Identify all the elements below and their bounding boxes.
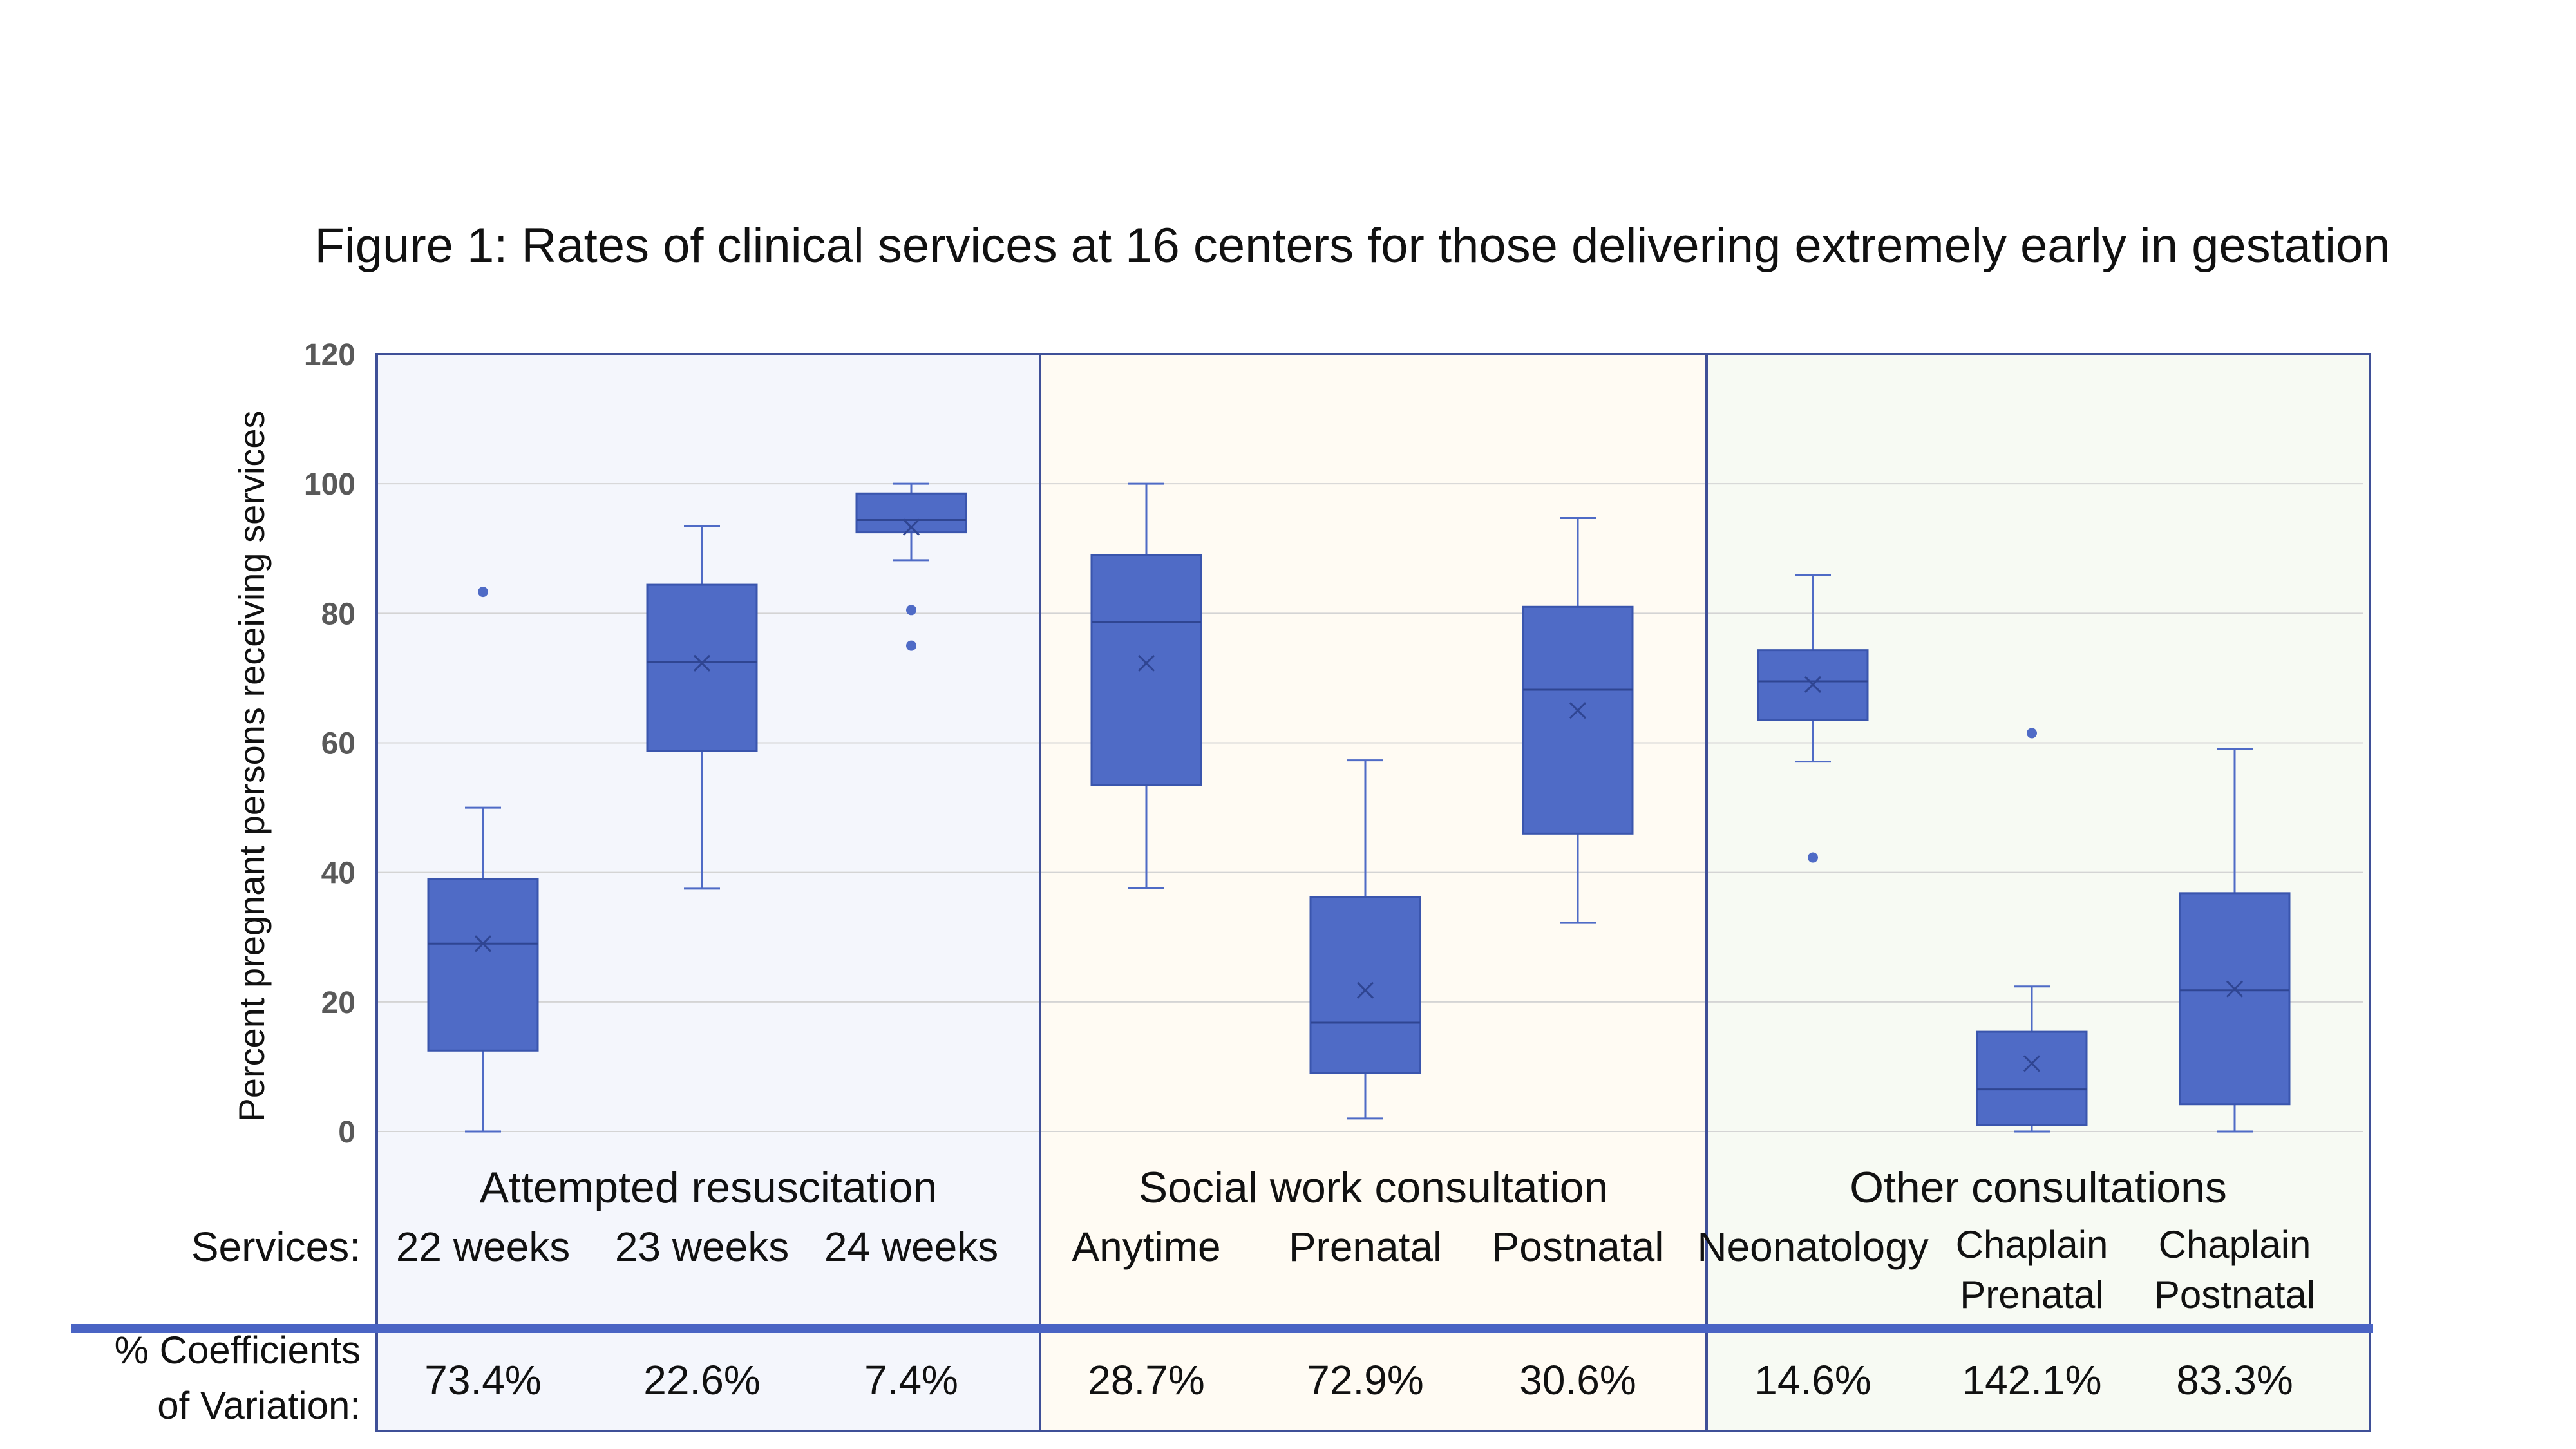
boxes	[427, 482, 2291, 1133]
mean-marker	[1137, 654, 1155, 672]
category-label: Anytime	[1072, 1224, 1220, 1270]
group-frames	[71, 353, 2373, 1432]
group-frame	[1705, 353, 2371, 1432]
mean-marker	[1804, 676, 1822, 694]
y-tick-label: 120	[304, 338, 355, 372]
mean-marker	[1569, 702, 1587, 719]
category-label: Prenatal	[1289, 1224, 1442, 1270]
box	[1090, 554, 1202, 786]
outlier-point	[478, 587, 488, 598]
y-tick-label: 80	[321, 597, 355, 631]
services-label: Services:	[191, 1224, 361, 1270]
separator-bar	[71, 1324, 2373, 1333]
category-label: 22 weeks	[396, 1224, 570, 1270]
y-tick-label: 100	[304, 468, 355, 502]
mean-marker	[2023, 1055, 2041, 1072]
group-label: Attempted resuscitation	[480, 1163, 938, 1212]
chart-text: Figure 1: Rates of clinical services at …	[115, 218, 2391, 1427]
box	[1309, 896, 1421, 1074]
box	[646, 583, 758, 752]
category-label: Prenatal	[1960, 1273, 2103, 1316]
cv-label-line1: % Coefficients	[115, 1329, 361, 1372]
outlier-point	[906, 605, 916, 616]
category-label: 23 weeks	[615, 1224, 789, 1270]
cv-value: 7.4%	[864, 1357, 958, 1403]
box	[1976, 1030, 2088, 1126]
category-label: Chaplain	[1956, 1223, 2108, 1266]
mean-marker	[2226, 980, 2244, 998]
cv-value: 14.6%	[1754, 1357, 1871, 1403]
cv-label-line2: of Variation:	[157, 1384, 361, 1427]
category-label: Neonatology	[1697, 1224, 1928, 1270]
group-label: Social work consultation	[1139, 1163, 1608, 1212]
category-label: Postnatal	[1492, 1224, 1664, 1270]
cv-value: 73.4%	[424, 1357, 541, 1403]
y-axis-label: Percent pregnant persons receiving servi…	[231, 410, 272, 1122]
cv-value: 72.9%	[1307, 1357, 1423, 1403]
y-tick-label: 60	[321, 727, 355, 761]
group-label: Other consultations	[1850, 1163, 2227, 1212]
cv-value: 30.6%	[1519, 1357, 1636, 1403]
outlier-point	[1808, 852, 1818, 863]
mean-marker	[902, 518, 920, 536]
y-tick-label: 40	[321, 857, 355, 891]
cv-value: 83.3%	[2176, 1357, 2293, 1403]
y-tick-label: 0	[338, 1115, 355, 1150]
box	[2179, 892, 2291, 1106]
mean-marker	[474, 935, 492, 952]
category-label: Chaplain	[2159, 1223, 2311, 1266]
cv-value: 28.7%	[1088, 1357, 1204, 1403]
group-background	[1040, 354, 1707, 1431]
cv-value: 22.6%	[643, 1357, 760, 1403]
category-label: 24 weeks	[824, 1224, 998, 1270]
y-tick-label: 20	[321, 986, 355, 1020]
chart-title: Figure 1: Rates of clinical services at …	[314, 218, 2390, 273]
mean-marker	[1356, 981, 1374, 999]
box	[427, 878, 539, 1052]
box	[1522, 605, 1634, 835]
cv-value: 142.1%	[1962, 1357, 2101, 1403]
mean-marker	[693, 654, 711, 672]
outlier-point	[2027, 728, 2037, 739]
outlier-point	[906, 640, 916, 651]
category-label: Postnatal	[2154, 1273, 2315, 1316]
